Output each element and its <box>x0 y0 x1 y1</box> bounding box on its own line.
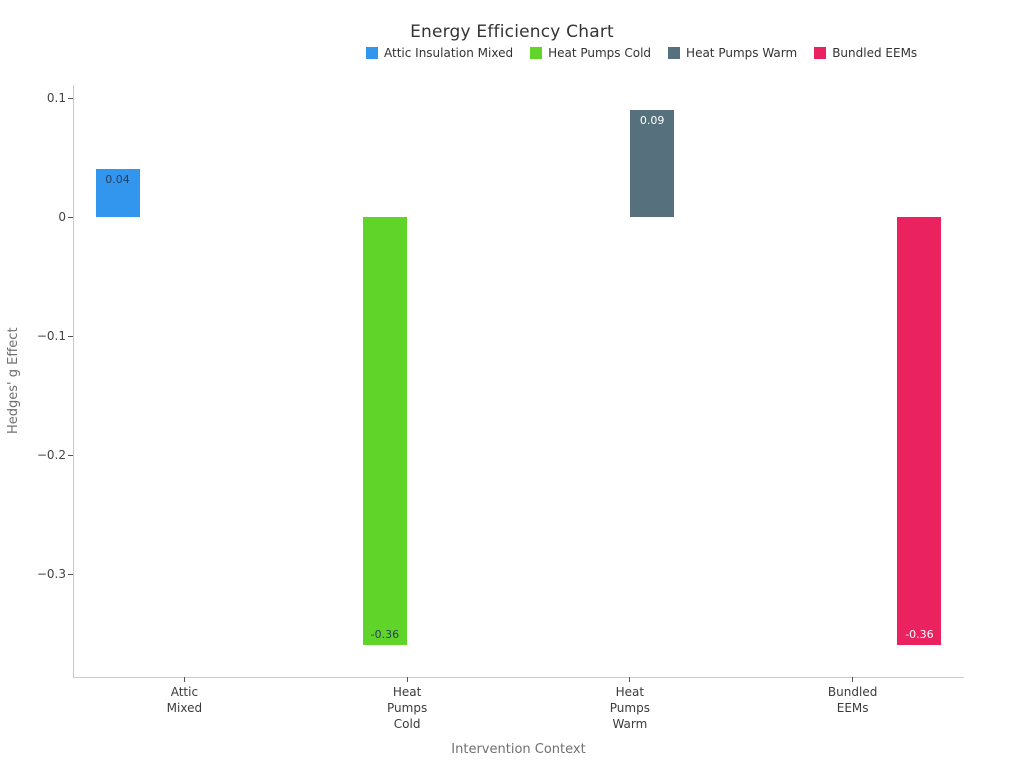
legend-item-heat-pumps-warm[interactable]: Heat Pumps Warm <box>668 46 797 60</box>
legend-label: Bundled EEMs <box>832 46 918 60</box>
legend-swatch-icon <box>814 47 827 59</box>
y-tick-mark <box>68 335 73 337</box>
x-axis-title: Intervention Context <box>451 742 586 757</box>
legend: Attic Insulation Mixed Heat Pumps Cold Hea… <box>366 46 917 60</box>
x-tick-label: Heat Pumps Warm <box>609 685 650 731</box>
x-axis-line <box>73 677 964 678</box>
legend-item-attic-insulation-mixed[interactable]: Attic Insulation Mixed <box>366 46 513 60</box>
y-tick-label: 0 <box>58 210 66 224</box>
bar-value-label: 0.09 <box>639 113 665 127</box>
bar-value-label: -0.36 <box>370 628 400 642</box>
bar-heat-pumps-cold[interactable]: -0.36 <box>362 217 407 646</box>
y-tick-mark <box>68 573 73 575</box>
x-tick-mark <box>406 677 408 682</box>
bar-attic-insulation-mixed[interactable]: 0.04 <box>95 169 140 217</box>
legend-label: Attic Insulation Mixed <box>384 46 514 60</box>
x-tick-label: Heat Pumps Cold <box>387 685 428 731</box>
y-axis-title: Hedges' g Effect <box>6 327 21 435</box>
legend-label: Heat Pumps Warm <box>686 46 798 60</box>
y-tick-label: −0.3 <box>36 567 66 581</box>
x-tick-mark <box>629 677 631 682</box>
y-tick-mark <box>68 97 73 99</box>
bar-bundled-eems[interactable]: -0.36 <box>897 217 942 646</box>
y-tick-label: −0.2 <box>36 448 66 462</box>
x-tick-mark <box>852 677 854 682</box>
bar-value-label: 0.04 <box>105 173 130 187</box>
y-tick-mark <box>68 216 73 218</box>
legend-label: Heat Pumps Cold <box>548 46 652 60</box>
bar-value-label: -0.36 <box>905 628 934 642</box>
y-tick-mark <box>68 454 73 456</box>
y-tick-label: 0.1 <box>46 91 66 105</box>
legend-swatch-icon <box>366 47 378 59</box>
y-tick-label: −0.1 <box>36 329 66 343</box>
legend-swatch-icon <box>668 47 681 59</box>
legend-item-heat-pumps-cold[interactable]: Heat Pumps Cold <box>530 46 651 60</box>
y-axis-line <box>73 85 74 677</box>
legend-item-bundled-eems[interactable]: Bundled EEMs <box>814 46 917 60</box>
chart-title: Energy Efficiency Chart <box>410 22 614 42</box>
legend-swatch-icon <box>530 47 543 59</box>
x-tick-label: Attic Mixed <box>166 685 203 715</box>
x-tick-label: Bundled EEMs <box>827 685 878 715</box>
bar-heat-pumps-warm[interactable]: 0.09 <box>630 109 675 217</box>
x-tick-mark <box>183 677 185 682</box>
